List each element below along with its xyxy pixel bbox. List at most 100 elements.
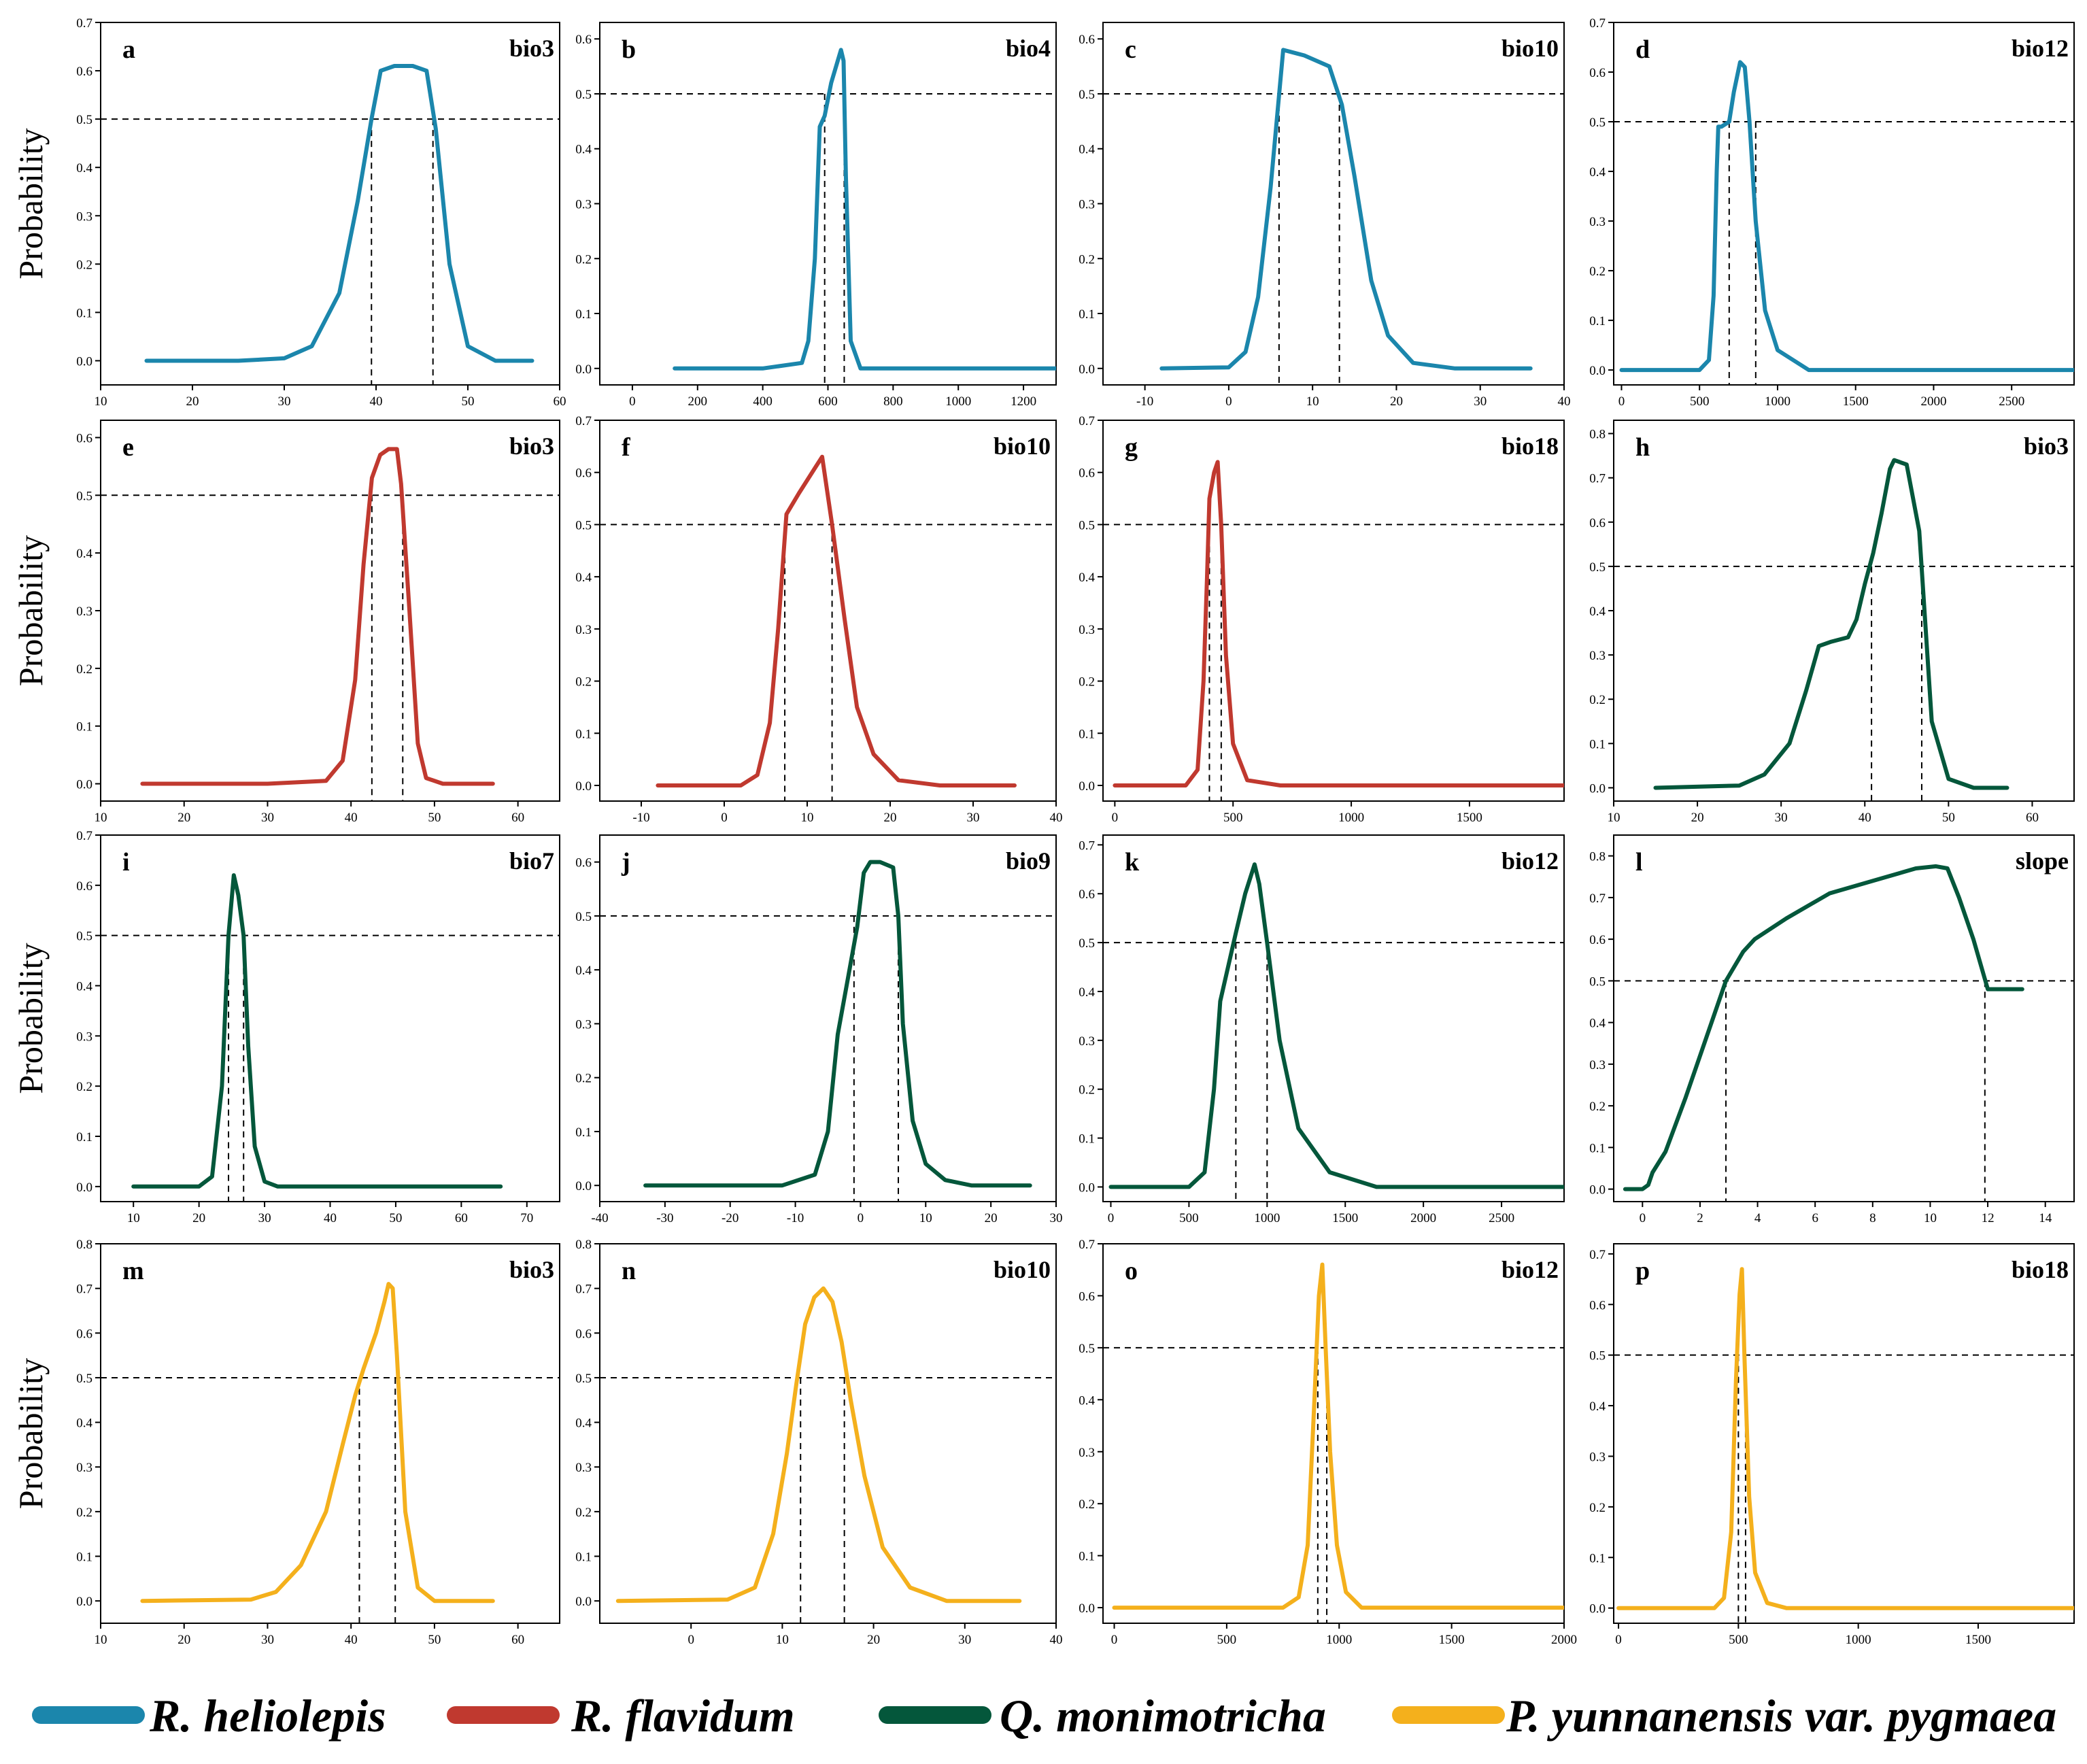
y-tick-label: 0.4 (575, 964, 592, 978)
variable-label: bio10 (994, 1256, 1051, 1283)
variable-label: bio12 (2012, 35, 2069, 62)
x-tick-label: 30 (1474, 394, 1487, 409)
variable-label: bio4 (1006, 35, 1051, 62)
y-tick-label: 0.5 (1589, 116, 1606, 130)
y-tick-label: 0.2 (575, 1506, 592, 1520)
y-tick-label: 0.4 (76, 161, 92, 175)
response-curve (140, 447, 495, 786)
y-tick-label: 0.4 (575, 143, 592, 157)
y-tick-label: 0.4 (1079, 985, 1095, 1000)
y-tick-label: 0.7 (575, 1283, 592, 1297)
panel-k: 0.0 0.1 0.2 0.3 0.4 0.5 0.6 0.7 0 500 1000 1500 2000… (1079, 834, 1565, 1225)
x-tick-label: 50 (428, 811, 441, 825)
y-tick-label: 0.0 (76, 778, 92, 792)
response-curve (656, 454, 1017, 787)
variable-label: bio10 (1501, 35, 1559, 62)
legend-item: P. yunnanensis var. pygmaea (1392, 1690, 2056, 1742)
x-tick-label: 1500 (1843, 394, 1869, 409)
y-axis-label: Probability (12, 128, 50, 279)
y-tick-label: 0.2 (76, 1506, 92, 1520)
x-tick-label: 200 (688, 394, 708, 409)
y-tick-label: 0.7 (1079, 414, 1095, 428)
x-tick-label: 10 (776, 1633, 789, 1647)
x-tick-label: 30 (261, 811, 274, 825)
panel-a: 0.0 0.1 0.2 0.3 0.4 0.5 0.6 0.7 10 20 30 40 50 60 a bio… (76, 16, 566, 409)
y-tick-label: 0.7 (1079, 838, 1095, 853)
panel-b: 0.0 0.1 0.2 0.3 0.4 0.5 0.6 0 200 400 600 800 1000 12… (575, 22, 1057, 409)
panel-letter: f (622, 433, 631, 462)
panel-p: 0.0 0.1 0.2 0.3 0.4 0.5 0.6 0.7 0 500 1000 1500 p bio… (1589, 1243, 2075, 1647)
plot-frame (599, 420, 1057, 802)
x-tick-label: 40 (345, 811, 358, 825)
y-tick-label: 0.1 (1589, 1551, 1606, 1565)
y-tick-label: 0.2 (1079, 1083, 1095, 1098)
y-tick-label: 0.2 (1589, 1100, 1606, 1114)
y-tick-label: 0.7 (1589, 1248, 1606, 1262)
x-tick-label: 10 (95, 811, 107, 825)
x-tick-label: 0 (1618, 394, 1625, 409)
y-tick-label: 0.3 (575, 198, 592, 212)
x-tick-label: 1500 (1457, 811, 1482, 825)
plot-frame (100, 420, 560, 802)
y-tick-label: 0.0 (1589, 1183, 1606, 1198)
y-tick-label: 0.0 (76, 1181, 92, 1195)
y-tick-label: 0.1 (76, 1550, 92, 1565)
panel-l: 0.0 0.1 0.2 0.3 0.4 0.5 0.6 0.7 0.8 0 2 4 6 8 10 12 14 l s… (1589, 834, 2075, 1225)
y-tick-label: 0.4 (1079, 143, 1095, 157)
panel-letter: c (1125, 35, 1136, 64)
y-tick-label: 0.6 (1079, 1289, 1095, 1304)
x-tick-label: 2500 (1999, 394, 2024, 409)
y-tick-label: 0.1 (575, 1125, 592, 1140)
plot-frame (100, 1243, 560, 1624)
plot-frame (1102, 834, 1565, 1202)
y-tick-label: 0.7 (76, 16, 92, 31)
x-tick-label: 1500 (1332, 1211, 1358, 1225)
x-tick-label: 800 (883, 394, 903, 409)
panel-i: 0.0 0.1 0.2 0.3 0.4 0.5 0.6 0.7 10 20 30 40 50 60 70 i b… (76, 829, 560, 1225)
y-tick-label: 0.5 (1589, 974, 1606, 989)
x-tick-label: 14 (2039, 1211, 2052, 1225)
x-tick-label: 40 (1859, 811, 1871, 825)
response-curve (1616, 1267, 2074, 1610)
x-tick-label: 20 (186, 394, 199, 409)
y-tick-label: 0.7 (1589, 16, 1606, 31)
legend-label: P. yunnanensis var. pygmaea (1506, 1690, 2056, 1742)
x-tick-label: 0 (688, 1633, 694, 1647)
x-tick-label: 20 (1691, 811, 1704, 825)
panel-letter: l (1635, 848, 1643, 877)
y-axis-label: Probability (12, 1358, 50, 1509)
x-tick-label: -10 (632, 811, 649, 825)
response-curve (144, 64, 535, 363)
panel-j: 0.0 0.1 0.2 0.3 0.4 0.5 0.6 -40 -30 -20 -10 0 10 20 30… (575, 834, 1063, 1225)
y-tick-label: 0.1 (1079, 307, 1095, 322)
response-curve (673, 48, 1056, 371)
y-tick-label: 0.1 (76, 1130, 92, 1144)
x-tick-label: 20 (177, 811, 190, 825)
plot-frame (1102, 1243, 1565, 1624)
y-tick-label: 0.6 (1589, 516, 1606, 530)
y-tick-label: 0.3 (1589, 1450, 1606, 1464)
x-tick-label: 60 (554, 394, 566, 409)
y-tick-label: 0.6 (1079, 33, 1095, 47)
x-tick-label: 40 (1050, 811, 1063, 825)
panel-letter: b (622, 35, 636, 64)
x-tick-label: 2500 (1489, 1211, 1514, 1225)
y-tick-label: 0.0 (1079, 779, 1095, 794)
x-tick-label: 40 (345, 1633, 358, 1647)
x-tick-label: 0 (629, 394, 636, 409)
y-tick-label: 0.4 (1589, 1400, 1606, 1414)
y-tick-label: 0.4 (575, 571, 592, 585)
plot-frame (1613, 22, 2075, 386)
y-tick-label: 0.1 (1079, 1550, 1095, 1564)
panel-e: 0.0 0.1 0.2 0.3 0.4 0.5 0.6 10 20 30 40 50 60 e bio3 (76, 420, 560, 825)
x-tick-label: 70 (520, 1211, 533, 1225)
y-tick-label: 0.6 (76, 879, 92, 894)
variable-label: bio9 (1006, 847, 1051, 875)
y-tick-label: 0.3 (1589, 1058, 1606, 1072)
response-curve (131, 873, 503, 1189)
y-tick-label: 0.1 (575, 1550, 592, 1565)
x-tick-label: 10 (1924, 1211, 1937, 1225)
y-tick-label: 0.2 (1589, 265, 1606, 279)
x-tick-label: 10 (1306, 394, 1319, 409)
variable-label: bio3 (509, 35, 554, 62)
